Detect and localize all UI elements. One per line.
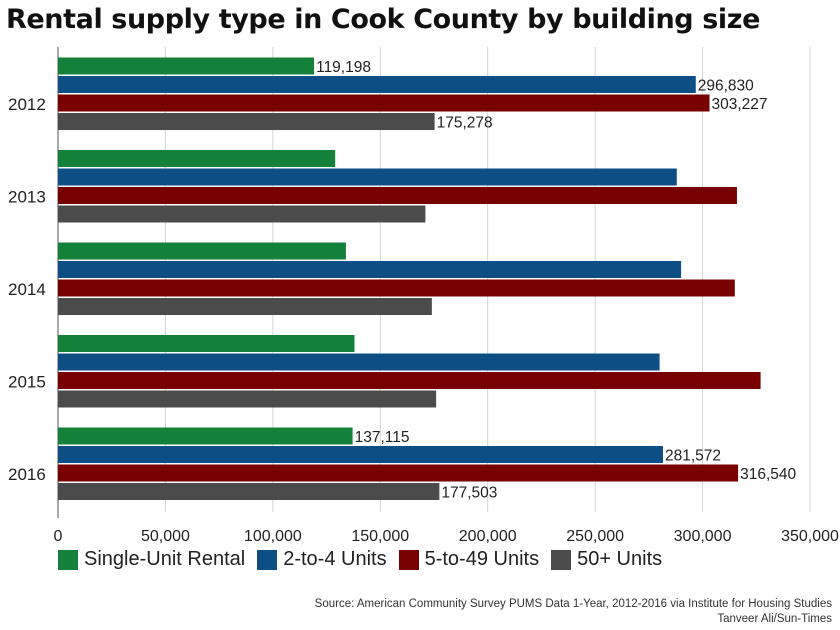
legend-swatch-single-unit: [58, 549, 78, 570]
x-tick-label: 250,000: [566, 528, 624, 545]
bar: [58, 150, 336, 167]
legend-item-single-unit: Single-Unit Rental: [58, 548, 245, 571]
data-label: 303,227: [712, 96, 768, 113]
data-label: 137,115: [355, 429, 410, 446]
bar: [58, 187, 737, 204]
y-category-label: 2015: [8, 373, 46, 392]
bar: [58, 261, 682, 278]
legend-item-2-to-4: 2-to-4 Units: [257, 548, 387, 571]
bar: [58, 279, 735, 297]
bar: [58, 94, 710, 112]
y-category-label: 2012: [8, 95, 46, 114]
bar: [58, 113, 435, 130]
legend: Single-Unit Rental 2-to-4 Units 5-to-49 …: [58, 548, 674, 571]
x-tick-label: 50,000: [141, 528, 190, 545]
legend-label-2-to-4: 2-to-4 Units: [283, 548, 387, 570]
data-label: 281,572: [665, 448, 721, 465]
bar: [58, 57, 315, 75]
x-tick-label: 150,000: [351, 528, 409, 545]
data-label: 119,198: [316, 59, 371, 76]
legend-swatch-2-to-4: [257, 549, 278, 570]
x-tick-label: 300,000: [674, 528, 732, 545]
bar: [58, 446, 663, 463]
y-category-label: 2014: [8, 280, 46, 299]
chart-title: Rental supply type in Cook County by bui…: [6, 4, 760, 35]
bar: [58, 353, 660, 371]
data-label: 296,830: [698, 78, 754, 95]
data-label: 316,540: [740, 466, 796, 483]
source-line: Source: American Community Survey PUMS D…: [314, 598, 832, 610]
bar: [58, 464, 739, 482]
bar: [58, 483, 440, 500]
y-category-label: 2013: [8, 188, 46, 207]
bar: [58, 427, 353, 445]
bar: [58, 242, 346, 260]
bar: [58, 168, 677, 186]
legend-swatch-50-plus: [551, 549, 572, 570]
bar: [58, 335, 355, 352]
bar: [58, 372, 761, 389]
x-tick-label: 200,000: [459, 528, 517, 545]
x-tick-label: 350,000: [781, 528, 839, 545]
bar: [58, 390, 437, 408]
y-category-label: 2016: [8, 465, 46, 484]
legend-label-50-plus: 50+ Units: [577, 548, 663, 570]
legend-item-50-plus: 50+ Units: [551, 548, 662, 571]
bar: [58, 298, 432, 315]
data-label: 177,503: [441, 485, 497, 502]
legend-swatch-5-to-49: [398, 549, 419, 570]
x-tick-label: 0: [54, 528, 63, 545]
source-note: Source: American Community Survey PUMS D…: [315, 597, 832, 627]
bar: [58, 76, 696, 93]
legend-item-5-to-49: 5-to-49 Units: [398, 548, 540, 571]
bar: [58, 205, 426, 223]
data-label: 175,278: [437, 115, 493, 132]
credit-line: Tanveer Ali/Sun-Times: [717, 613, 832, 625]
legend-label-5-to-49: 5-to-49 Units: [424, 548, 540, 570]
x-tick-label: 100,000: [244, 528, 302, 545]
legend-label-single-unit: Single-Unit Rental: [84, 548, 246, 570]
